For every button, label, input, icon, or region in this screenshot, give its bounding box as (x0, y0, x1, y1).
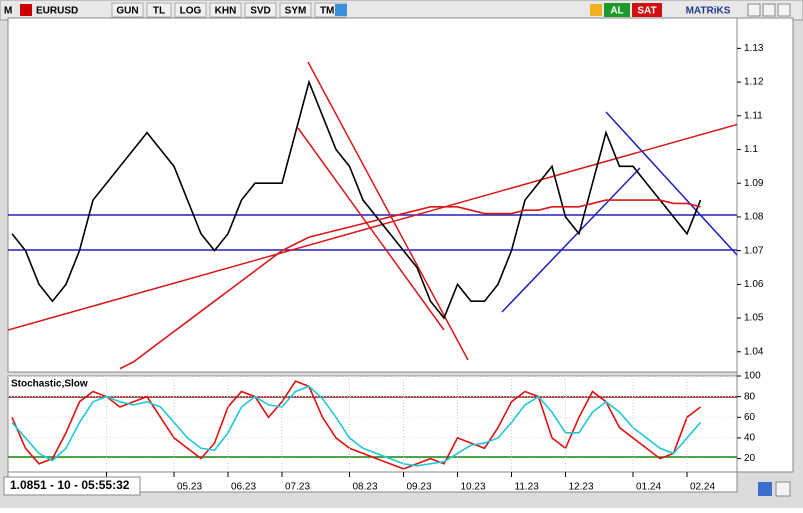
logo: M (4, 6, 12, 17)
x-tick-label: 12.23 (569, 482, 594, 493)
channel-line (605, 111, 737, 256)
y-tick-label: 40 (744, 433, 756, 444)
x-tick-label: 05.23 (177, 482, 202, 493)
y-tick-label: 60 (744, 412, 756, 423)
y-tick-label: 1.12 (744, 77, 764, 88)
flag-icon (20, 4, 32, 16)
toolbar-button[interactable] (174, 2, 207, 18)
x-tick-label: 10.23 (461, 482, 486, 493)
series-line (11, 79, 702, 320)
y-tick-label: 1.05 (744, 313, 764, 324)
sell-label[interactable]: SAT (637, 6, 656, 17)
toolbar-button-label[interactable]: TMP (320, 6, 341, 17)
stochastic-panel (7, 375, 738, 473)
series-line (11, 380, 701, 470)
twitter-icon[interactable] (335, 4, 347, 16)
toolbar-button-label[interactable]: KHN (215, 6, 237, 17)
channel-line (307, 61, 469, 361)
y-axis-panel (736, 17, 794, 473)
y-tick-label: 1.13 (744, 43, 764, 54)
trend-line (8, 123, 737, 331)
toolbar-button[interactable] (146, 2, 172, 18)
price-panel (7, 17, 738, 373)
x-tick-label: 01.24 (636, 482, 661, 493)
toolbar-button-label[interactable]: TL (153, 6, 165, 17)
y-tick-label: 1.07 (744, 245, 764, 256)
maximize-button[interactable] (762, 3, 776, 17)
toolbar-button-label[interactable]: SYM (285, 6, 307, 17)
y-tick-label: 1.08 (744, 212, 764, 223)
toolbar-button[interactable] (111, 2, 144, 18)
close-button[interactable] (777, 3, 791, 17)
panel-title: Stochastic,Slow (11, 379, 88, 390)
sell-button[interactable] (632, 3, 662, 17)
toolbar-button-label[interactable]: GUN (116, 6, 138, 17)
toolbar-button[interactable] (244, 2, 277, 18)
stochastic-plot (8, 376, 737, 470)
price-plot (8, 61, 737, 370)
x-tick-label: 09.23 (407, 482, 432, 493)
toolbar-button-label[interactable]: LOG (180, 6, 202, 17)
minimize-button[interactable] (747, 3, 761, 17)
series-line (119, 199, 701, 370)
x-tick-label: 07.23 (285, 482, 310, 493)
symbol[interactable]: EURUSD (36, 6, 78, 17)
toolbar-button-label[interactable]: SVD (250, 6, 271, 17)
x-tick-label: 02.24 (690, 482, 715, 493)
y-tick-label: 100 (744, 371, 761, 382)
y-tick-label: 20 (744, 453, 756, 464)
y-tick-label: 80 (744, 391, 756, 402)
y-tick-label: 1.09 (744, 178, 764, 189)
settings-button[interactable] (775, 481, 791, 497)
buy-label[interactable]: AL (610, 6, 623, 17)
x-tick-label: 06.23 (231, 482, 256, 493)
brand: MATRiKS (686, 6, 731, 17)
status-text: 1.0851 - 10 - 05:55:32 (10, 478, 130, 492)
toolbar-button[interactable] (279, 2, 312, 18)
series-line (11, 385, 702, 467)
y-tick-label: 1.04 (744, 346, 764, 357)
tool-icon[interactable] (590, 4, 602, 16)
y-tick-label: 1.1 (744, 144, 758, 155)
toolbar-buttons: GUN TL LOG KHN SVD SYM TMP (111, 2, 347, 18)
x-tick-label: 08.23 (353, 482, 378, 493)
refresh-button[interactable] (758, 482, 772, 496)
toolbar-button[interactable] (209, 2, 242, 18)
x-tick-label: 11.23 (515, 482, 540, 493)
status-box (3, 476, 141, 496)
channel-line (297, 127, 445, 331)
axes: 1.04 1.05 1.06 1.07 1.08 1.09 1.1 1.11 1.12 1.13 2… (106, 43, 764, 493)
y-tick-label: 1.06 (744, 279, 764, 290)
buy-button[interactable] (604, 3, 630, 17)
y-tick-label: 1.11 (744, 110, 763, 121)
channel-line (501, 167, 641, 313)
